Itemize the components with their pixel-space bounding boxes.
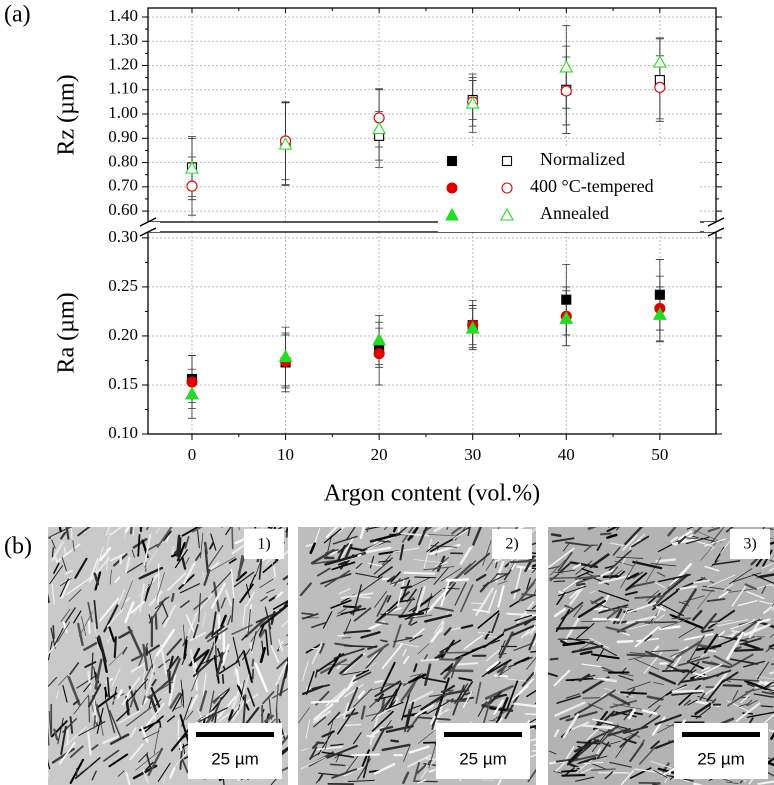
scale-bar xyxy=(444,732,522,737)
plot: 0.10 0.15 0.20 0.25 0.30 0 10 20 30 40 50 Ra (µm) Ar… xyxy=(54,227,722,507)
y-axis-label: Rz (µm) xyxy=(54,74,80,155)
label-box xyxy=(730,529,770,559)
scale-bar xyxy=(196,732,274,737)
marker xyxy=(186,180,198,192)
marker xyxy=(652,307,667,320)
y-tick-label: 1.00 xyxy=(108,103,138,122)
axis-break xyxy=(139,217,725,237)
panel-label: (a) xyxy=(4,2,31,28)
y-tick-label: 0.80 xyxy=(108,151,138,170)
legend-label: Annealed xyxy=(540,203,609,223)
marker xyxy=(446,155,458,167)
panel-label: (b) xyxy=(4,534,32,560)
marker xyxy=(373,348,385,360)
label-box xyxy=(244,529,284,559)
y-tick-label: 0.30 xyxy=(108,227,138,246)
marker xyxy=(654,289,665,300)
marker xyxy=(372,121,387,135)
marker xyxy=(559,311,574,324)
y-tick-label: 1.20 xyxy=(108,54,138,73)
legend-label: 400 °C-tempered xyxy=(530,176,654,196)
y-axis-label: Ra (µm) xyxy=(54,292,80,373)
scale-label: 25 µm xyxy=(697,749,745,768)
legend-label: Normalized xyxy=(540,149,625,169)
y-tick-label: 0.10 xyxy=(108,423,138,442)
plot-frame xyxy=(147,7,717,223)
marker xyxy=(561,294,572,305)
micrograph: 3) 25 µm xyxy=(548,527,774,785)
marker xyxy=(652,54,667,68)
marker xyxy=(186,376,198,388)
x-tick-label: 10 xyxy=(277,445,294,464)
marker xyxy=(372,332,387,346)
scale-bar xyxy=(682,732,760,737)
micrograph-label: 3) xyxy=(743,536,756,553)
marker xyxy=(500,207,514,221)
marker xyxy=(373,112,385,124)
plot: 0.60 0.70 0.80 0.90 1.00 1.10 1.20 1.30 1.40 Rz (… xyxy=(54,6,722,223)
marker xyxy=(446,182,458,194)
micrograph-label: 2) xyxy=(505,536,518,553)
marker xyxy=(501,155,513,167)
micrograph: 1) 25 µm xyxy=(48,527,288,785)
y-tick-label: 0.60 xyxy=(108,200,138,219)
y-tick-label: 0.25 xyxy=(108,276,138,295)
texture xyxy=(48,527,288,785)
x-tick-label: 20 xyxy=(371,445,388,464)
label-box xyxy=(492,529,532,559)
marker xyxy=(278,136,293,150)
y-tick-label: 0.90 xyxy=(108,127,138,146)
micrograph: 2) 25 µm xyxy=(298,527,536,785)
marker xyxy=(501,182,513,194)
data-layer xyxy=(185,25,667,216)
marker xyxy=(185,386,199,400)
marker xyxy=(185,160,199,174)
marker xyxy=(654,81,666,93)
y-tick-label: 1.10 xyxy=(108,79,138,98)
scale-label: 25 µm xyxy=(459,749,507,768)
x-axis-label: Argon content (vol.%) xyxy=(324,481,540,507)
marker xyxy=(465,320,480,334)
plot-frame xyxy=(147,231,717,435)
marker xyxy=(465,95,480,109)
y-tick-label: 0.70 xyxy=(108,176,138,195)
x-tick-label: 40 xyxy=(558,445,575,464)
micrograph-label: 1) xyxy=(257,536,270,553)
scale-label: 25 µm xyxy=(211,749,259,768)
marker xyxy=(560,85,572,97)
x-tick-label: 0 xyxy=(188,445,197,464)
legend: Normalized 400 °C-tempered Annealed xyxy=(438,146,700,232)
x-tick-label: 30 xyxy=(464,445,481,464)
marker xyxy=(445,207,459,221)
y-tick-label: 0.15 xyxy=(108,374,138,393)
y-tick-label: 1.30 xyxy=(108,30,138,49)
y-tick-label: 0.20 xyxy=(108,325,138,344)
y-tick-label: 1.40 xyxy=(108,6,138,25)
x-tick-label: 50 xyxy=(651,445,668,464)
data-layer xyxy=(185,259,667,419)
marker xyxy=(559,59,574,73)
marker xyxy=(278,349,293,363)
